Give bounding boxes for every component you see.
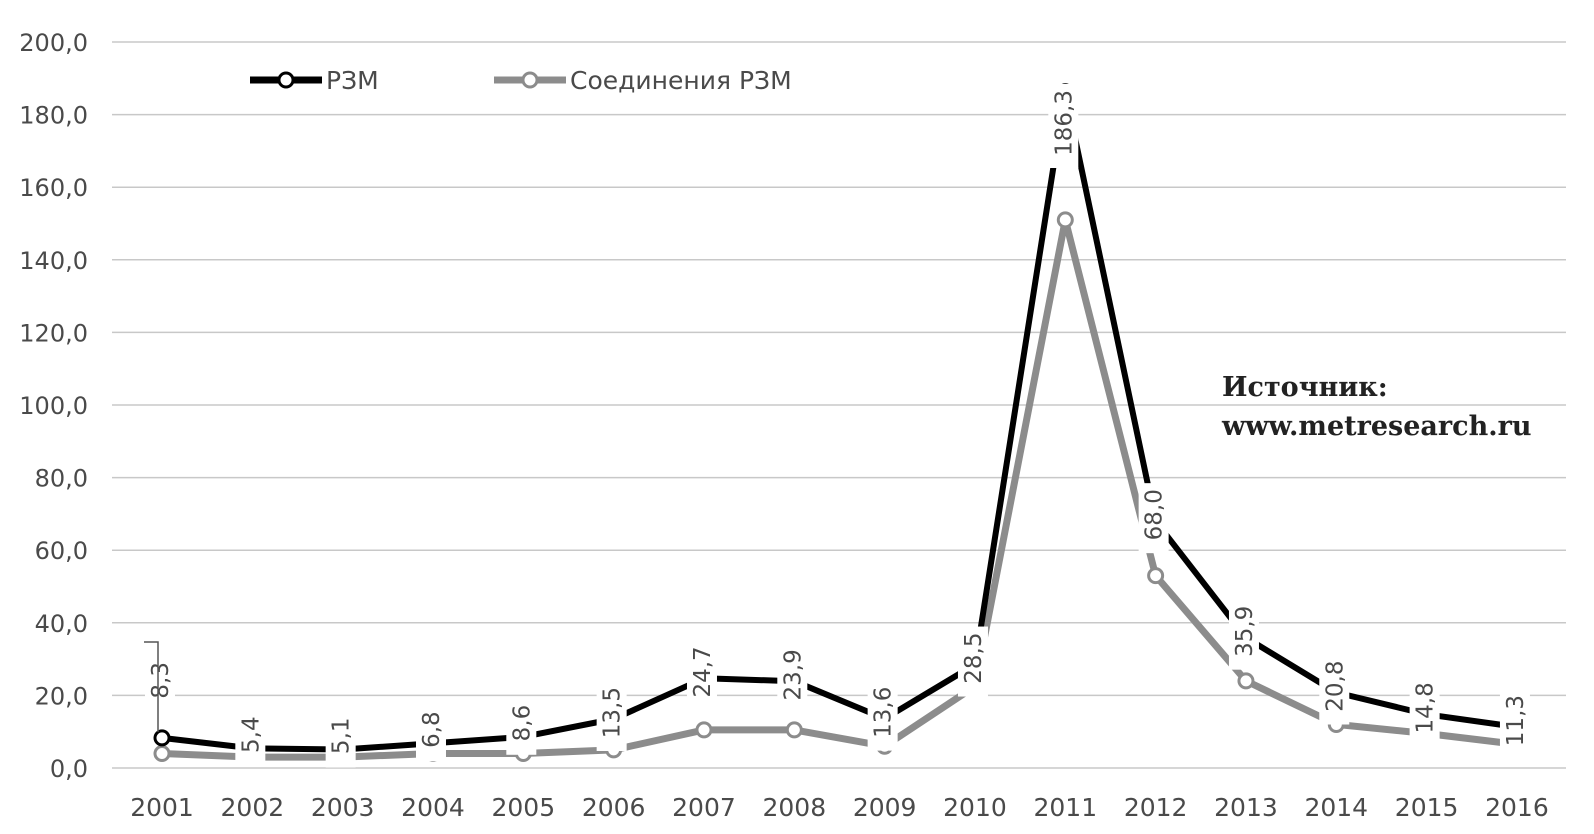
data-point: [1056, 211, 1074, 229]
x-tick-label: 2001: [130, 793, 194, 822]
data-label: 5,1: [329, 717, 355, 754]
y-tick-label: 20,0: [35, 682, 88, 710]
y-tick-label: 160,0: [19, 174, 88, 202]
data-label: 8,6: [509, 705, 535, 742]
leader-line: [144, 641, 159, 732]
x-tick-label: 2012: [1124, 793, 1188, 822]
source-annotation: Источник: www.metresearch.ru: [1221, 372, 1531, 442]
series-line: [158, 216, 1521, 761]
legend-item-compounds: Соединения РЗМ: [494, 66, 792, 95]
y-tick-label: 60,0: [35, 537, 88, 565]
legend-marker-rzm: [277, 71, 295, 89]
data-label-box: [325, 711, 356, 768]
data-point: [153, 744, 171, 762]
legend-marker-compounds: [521, 71, 539, 89]
data-label: 28,5: [961, 633, 987, 684]
y-axis-ticks: 0,0 20,0 40,0 60,0 80,0 100,0 120,0 140,0 160,0 1…: [19, 29, 88, 783]
data-label: 5,4: [238, 716, 264, 753]
data-label-box: [1228, 599, 1259, 670]
data-label: 14,8: [1413, 682, 1439, 733]
x-axis-ticks: 2001 2002 2003 2004 2005 2006 2007 2008 2009 2010…: [130, 793, 1549, 822]
data-label: 11,3: [1503, 695, 1529, 746]
data-labels: 8,3 5,4 5,1 6,8 8,6 13,5 24,7 23,9 13,6 28,5 186,3…: [144, 84, 1530, 768]
data-label: 186,3: [1051, 90, 1077, 156]
x-tick-label: 2005: [492, 793, 556, 822]
y-tick-label: 140,0: [19, 247, 88, 275]
legend: РЗМ Соединения РЗМ: [250, 66, 792, 95]
data-point: [153, 729, 171, 747]
data-label: 13,5: [600, 687, 626, 738]
x-tick-label: 2003: [311, 793, 375, 822]
grid-lines: [112, 41, 1566, 769]
data-label: 6,8: [419, 711, 445, 748]
x-tick-label: 2004: [401, 793, 465, 822]
data-label-box: [1409, 676, 1440, 747]
x-tick-label: 2011: [1033, 793, 1097, 822]
y-tick-label: 120,0: [19, 319, 88, 347]
data-label-box: [1499, 688, 1530, 759]
x-tick-label: 2014: [1304, 793, 1368, 822]
data-point: [695, 721, 713, 739]
source-line-1: Источник:: [1222, 372, 1388, 403]
data-label: 24,7: [690, 646, 716, 697]
x-tick-label: 2015: [1395, 793, 1459, 822]
data-label-box: [686, 640, 717, 711]
y-tick-label: 100,0: [19, 392, 88, 420]
data-label-box: [235, 710, 266, 767]
source-line-2: www.metresearch.ru: [1221, 411, 1531, 442]
data-label: 68,0: [1142, 489, 1168, 540]
data-label-box: [415, 705, 446, 762]
data-label-box: [145, 656, 175, 712]
legend-item-rzm: РЗМ: [250, 66, 379, 95]
data-label-box: [867, 680, 898, 751]
data-label: 13,6: [871, 687, 897, 738]
y-tick-label: 80,0: [35, 465, 88, 493]
x-tick-label: 2002: [221, 793, 285, 822]
y-tick-label: 40,0: [35, 610, 88, 638]
y-tick-label: 180,0: [19, 102, 88, 130]
data-label-box: [1048, 84, 1079, 168]
data-label: 23,9: [780, 649, 806, 700]
x-tick-label: 2013: [1214, 793, 1278, 822]
y-tick-label: 200,0: [19, 29, 88, 57]
series-line: [159, 88, 1520, 753]
data-point: [1147, 567, 1165, 585]
x-tick-label: 2010: [943, 793, 1007, 822]
data-label-box: [957, 626, 988, 697]
legend-label-rzm: РЗМ: [326, 66, 379, 95]
x-tick-label: 2007: [672, 793, 736, 822]
data-label-box: [777, 643, 808, 714]
data-label: 20,8: [1322, 660, 1348, 711]
x-tick-label: 2008: [762, 793, 826, 822]
data-label: 35,9: [1232, 606, 1258, 657]
y-tick-label: 0,0: [50, 755, 88, 783]
data-label-box: [506, 698, 537, 755]
data-label-box: [596, 680, 627, 751]
data-label-box: [1138, 483, 1169, 554]
data-label: 8,3: [148, 662, 174, 699]
data-point: [785, 721, 803, 739]
x-tick-label: 2006: [582, 793, 646, 822]
data-point: [1237, 672, 1255, 690]
x-tick-label: 2009: [853, 793, 917, 822]
legend-label-compounds: Соединения РЗМ: [570, 66, 792, 95]
data-label-box: [1319, 654, 1350, 725]
x-tick-label: 2016: [1485, 793, 1549, 822]
